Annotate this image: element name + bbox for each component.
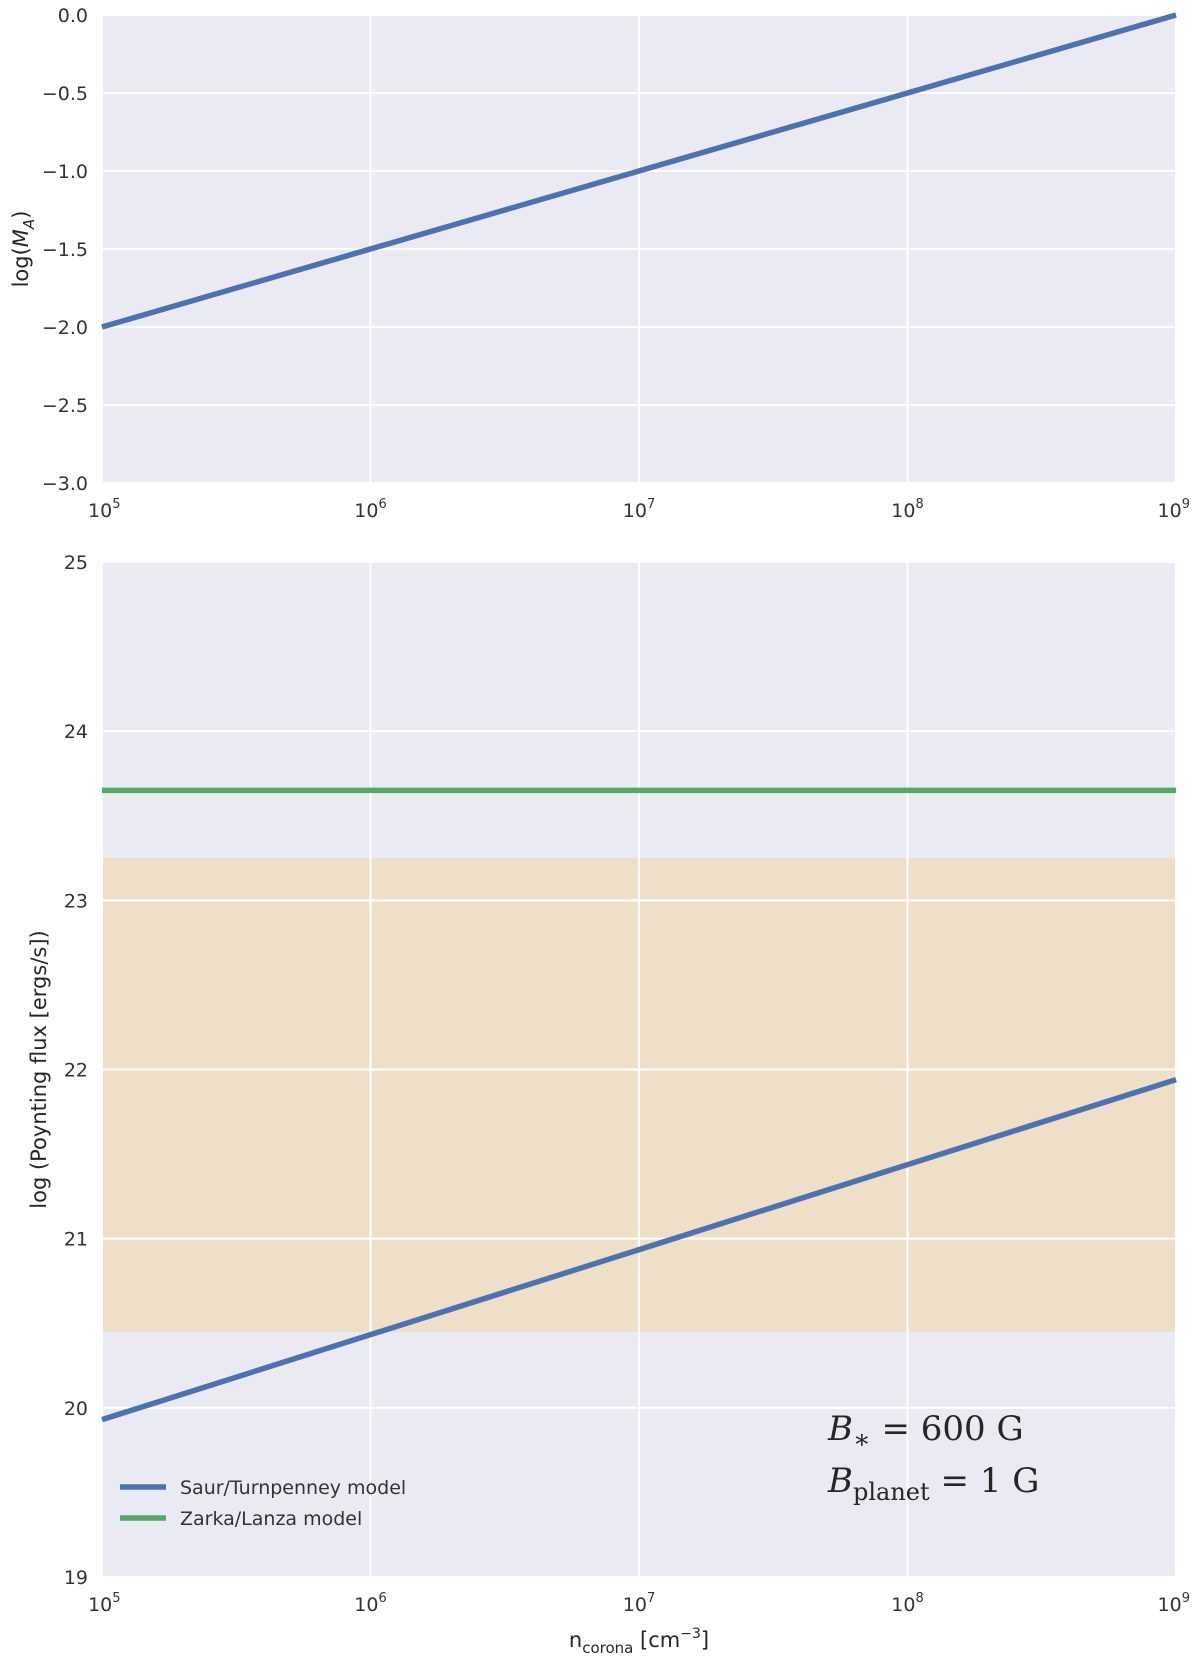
- y-axis-label: log(MA): [9, 211, 38, 288]
- x-tick-label: 105: [88, 497, 120, 522]
- annotation-bstar: B∗ = 600 G: [827, 1409, 1024, 1455]
- x-axis-label: ncorona [cm−3]: [569, 1626, 709, 1656]
- y-tick-label: 22: [64, 1060, 88, 1082]
- y-tick-label: −1.5: [42, 239, 88, 261]
- annotation-bplanet: Bplanet = 1 G: [827, 1461, 1039, 1506]
- y-tick-label: −3.0: [42, 473, 88, 495]
- y-tick-label: 23: [64, 890, 88, 912]
- y-tick-label: 0.0: [58, 5, 88, 27]
- series-line-0: [101, 12, 1177, 330]
- x-tick-label: 109: [1158, 497, 1190, 522]
- y-tick-label: 19: [64, 1567, 88, 1589]
- y-tick-label: 21: [64, 1229, 88, 1251]
- y-tick-label: −0.5: [42, 83, 88, 105]
- y-tick-label: 20: [64, 1398, 88, 1420]
- y-tick-label: −2.5: [42, 395, 88, 417]
- x-tick-label: 105: [88, 1591, 120, 1616]
- x-tick-label: 106: [354, 497, 386, 522]
- y-tick-label: −1.0: [42, 161, 88, 183]
- y-tick-label: 24: [64, 721, 88, 743]
- x-tick-label: 108: [891, 1591, 923, 1616]
- x-tick-label: 106: [354, 1591, 386, 1616]
- x-tick-label: 107: [623, 1591, 655, 1616]
- y-tick-label: −2.0: [42, 317, 88, 339]
- y-axis-label: log (Poynting flux [ergs/s]): [27, 930, 51, 1208]
- y-tick-label: 25: [64, 552, 88, 574]
- x-tick-label: 108: [891, 497, 923, 522]
- legend-label: Zarka/Lanza model: [180, 1508, 362, 1530]
- x-tick-label: 107: [623, 497, 655, 522]
- legend-label: Saur/Turnpenney model: [180, 1477, 406, 1499]
- series-line-0: [101, 1077, 1177, 1423]
- x-tick-label: 109: [1158, 1591, 1190, 1616]
